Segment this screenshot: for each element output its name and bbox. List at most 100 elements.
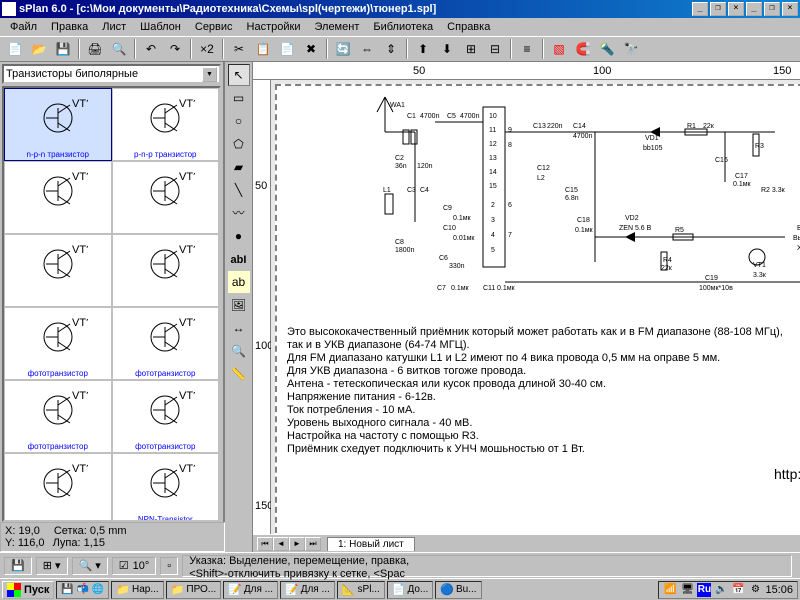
palette-cell[interactable]: VT?NPN-Transistor [112,453,220,522]
statusbar-save-icon[interactable]: 💾 [4,557,32,575]
sheet-next-button[interactable]: ► [289,537,305,551]
library-dropdown[interactable]: Транзисторы биполярные ▼ [2,64,221,84]
search-button[interactable]: 🔭 [620,38,642,60]
menu-help[interactable]: Справка [441,20,496,34]
align-button[interactable]: ≡ [516,38,538,60]
menu-element[interactable]: Элемент [308,20,365,34]
colors-button[interactable]: ▧ [548,38,570,60]
palette-cell[interactable]: VT?фототранзистор [4,380,112,453]
window-title: sPlan 6.0 - [c:\Мои документы\Радиотехни… [19,3,690,15]
mdi-close-button[interactable]: × [782,2,798,16]
tool-pointer[interactable]: ↖ [228,64,250,86]
tool-line[interactable]: ╲ [228,179,250,201]
palette-cell[interactable]: VT?фототранзистор [4,307,112,380]
tray-icon[interactable]: 🔊 [714,583,728,597]
mdi-maximize-button[interactable]: ❐ [764,2,780,16]
menu-template[interactable]: Шаблон [134,20,187,34]
taskbar-item[interactable]: 📄До... [387,581,433,599]
taskbar-item[interactable]: 📐sPl... [337,581,385,599]
quick-launch[interactable]: 💾 📬 🌐 [56,581,109,599]
save-button[interactable]: 💾 [52,38,74,60]
sheet-first-button[interactable]: ⏮ [257,537,273,551]
palette-cell[interactable]: VT?фототранзистор [112,307,220,380]
taskbar-item[interactable]: 📁ПРО... [166,581,221,599]
tool-fill[interactable]: ▰ [228,156,250,178]
new-button[interactable]: 📄 [4,38,26,60]
canvas[interactable]: WA1 C14700n C236n 120n L1 C3C4 [271,80,800,534]
group-button[interactable]: ⊞ [460,38,482,60]
tool-circle[interactable]: ○ [228,110,250,132]
tray-icon[interactable]: 📅 [731,583,745,597]
taskbar-item[interactable]: 📝Для ... [280,581,335,599]
statusbar-snap[interactable]: ☑ 10° [112,557,157,575]
component-palette: VT?n-p-n транзисторVT?p-n-p транзисторVT… [2,86,221,522]
find-button[interactable]: 🔦 [596,38,618,60]
taskbar-item[interactable]: 🔵Bu... [435,581,481,599]
tray-icon[interactable]: ⚙ [748,583,762,597]
tray-clock[interactable]: 15:06 [765,584,793,596]
palette-cell[interactable]: VT? [4,161,112,234]
taskbar-item[interactable]: 📝Для ... [223,581,278,599]
minimize-button[interactable]: _ [692,2,708,16]
tool-label[interactable]: ab [228,271,250,293]
sheet-prev-button[interactable]: ◄ [273,537,289,551]
tray-lang[interactable]: Ru [697,583,711,597]
sheet-last-button[interactable]: ⏭ [305,537,321,551]
copy-2x-button[interactable]: ×2 [196,38,218,60]
redo-button[interactable]: ↷ [164,38,186,60]
palette-cell[interactable]: VT?фототранзистор [112,380,220,453]
palette-cell[interactable]: VT?n-p-n транзистор [4,88,112,161]
magnet-button[interactable]: 🧲 [572,38,594,60]
back-button[interactable]: ⬇ [436,38,458,60]
print-button[interactable]: 🖨 [84,38,106,60]
palette-cell[interactable]: VT? [112,161,220,234]
tool-poly[interactable]: ⬠ [228,133,250,155]
menu-service[interactable]: Сервис [189,20,239,34]
palette-cell[interactable]: VT? [4,234,112,307]
paste-button[interactable]: 📄 [276,38,298,60]
tool-zoom[interactable]: 🔍 [228,340,250,362]
palette-cell[interactable]: VT? [4,453,112,522]
preview-button[interactable]: 🔍 [108,38,130,60]
svg-text:C16: C16 [715,157,728,164]
tool-image[interactable]: 🖼 [228,294,250,316]
undo-button[interactable]: ↶ [140,38,162,60]
svg-text:330n: 330n [449,263,465,270]
mirror-h-button[interactable]: ⇔ [356,38,378,60]
tray-icon[interactable]: 📶 [663,583,677,597]
menu-file[interactable]: Файл [4,20,43,34]
sheet-tab-1[interactable]: 1: Новый лист [327,537,415,551]
menu-settings[interactable]: Настройки [241,20,307,34]
mdi-minimize-button[interactable]: _ [746,2,762,16]
tool-measure[interactable]: 📏 [228,363,250,385]
tool-dim[interactable]: ↔ [228,317,250,339]
mirror-v-button[interactable]: ⇕ [380,38,402,60]
taskbar-item[interactable]: 📁Нар... [111,581,163,599]
delete-button[interactable]: ✖ [300,38,322,60]
tool-text[interactable]: abI [228,248,250,270]
rotate-button[interactable]: 🔄 [332,38,354,60]
cut-button[interactable]: ✂ [228,38,250,60]
palette-cell[interactable]: VT? [112,234,220,307]
ungroup-button[interactable]: ⊟ [484,38,506,60]
front-button[interactable]: ⬆ [412,38,434,60]
tray-icon[interactable]: 🖥 [680,583,694,597]
statusbar-rubber-icon[interactable]: ▫ [160,557,178,575]
dropdown-arrow-icon[interactable]: ▼ [202,67,217,82]
start-button[interactable]: Пуск [2,581,54,599]
copy-button[interactable]: 📋 [252,38,274,60]
dropdown-label: Транзисторы биполярные [6,68,138,80]
open-button[interactable]: 📂 [28,38,50,60]
tool-node[interactable]: ● [228,225,250,247]
url-text: http://radiolomaster.narod.ru/ [774,466,800,482]
maximize-button[interactable]: ❐ [710,2,726,16]
menu-edit[interactable]: Правка [45,20,94,34]
palette-cell[interactable]: VT?p-n-p транзистор [112,88,220,161]
statusbar-grid-icon[interactable]: ⊞ ▾ [36,557,68,575]
statusbar-zoom-icon[interactable]: 🔍 ▾ [72,557,108,575]
tool-rect[interactable]: ▭ [228,87,250,109]
tool-curve[interactable]: 〰 [228,202,250,224]
menu-sheet[interactable]: Лист [96,20,132,34]
close-button[interactable]: × [728,2,744,16]
menu-library[interactable]: Библиотека [367,20,439,34]
